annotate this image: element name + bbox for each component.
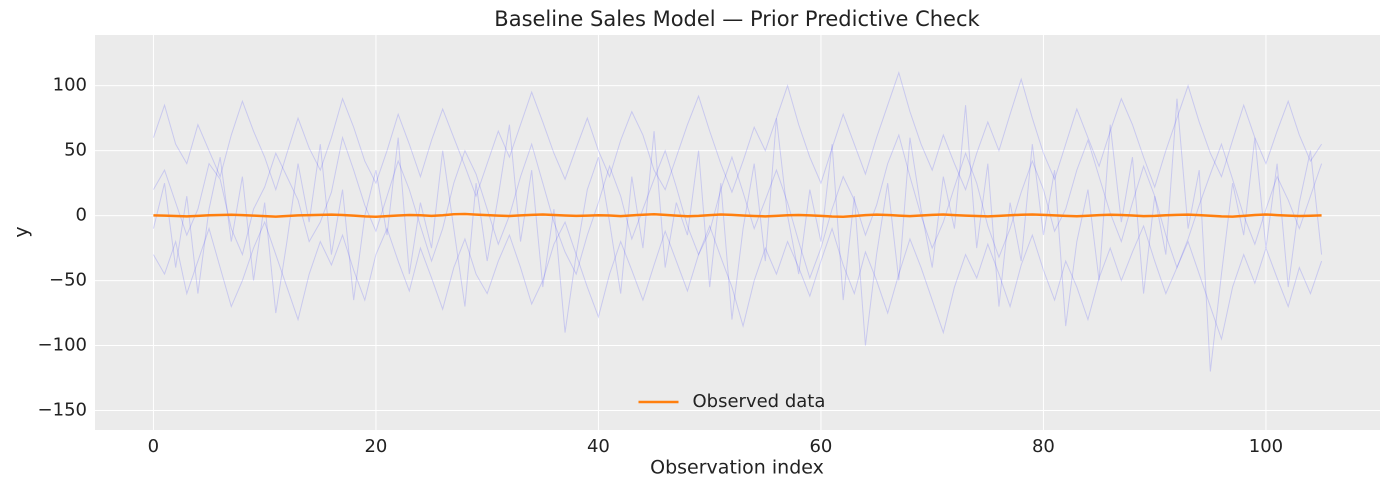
observed-line	[153, 212, 1322, 219]
y-tick-label: −50	[49, 270, 87, 291]
plot-area	[95, 35, 1380, 430]
x-tick-label: 100	[1249, 436, 1283, 457]
chart-title: Baseline Sales Model — Prior Predictive …	[494, 7, 980, 31]
y-tick-label: −100	[38, 335, 87, 356]
prior-sample-line	[152, 71, 1323, 198]
x-tick-label: 60	[809, 436, 832, 457]
x-tick-label: 40	[587, 436, 610, 457]
x-tick-label: 80	[1032, 436, 1055, 457]
legend-label: Observed data	[693, 391, 826, 412]
prior-sample-line	[152, 220, 1323, 341]
x-tick-label: 0	[148, 436, 159, 457]
y-tick-label: 50	[64, 140, 87, 161]
prior-sample-line	[152, 98, 1323, 372]
x-tick-label: 20	[364, 436, 387, 457]
y-tick-label: 0	[76, 205, 87, 226]
y-tick-label: 100	[53, 75, 87, 96]
prior-sample-line	[152, 133, 1323, 280]
y-tick-label: −150	[38, 400, 87, 421]
y-axis-label: y	[11, 226, 33, 237]
x-axis-label: Observation index	[650, 457, 824, 479]
